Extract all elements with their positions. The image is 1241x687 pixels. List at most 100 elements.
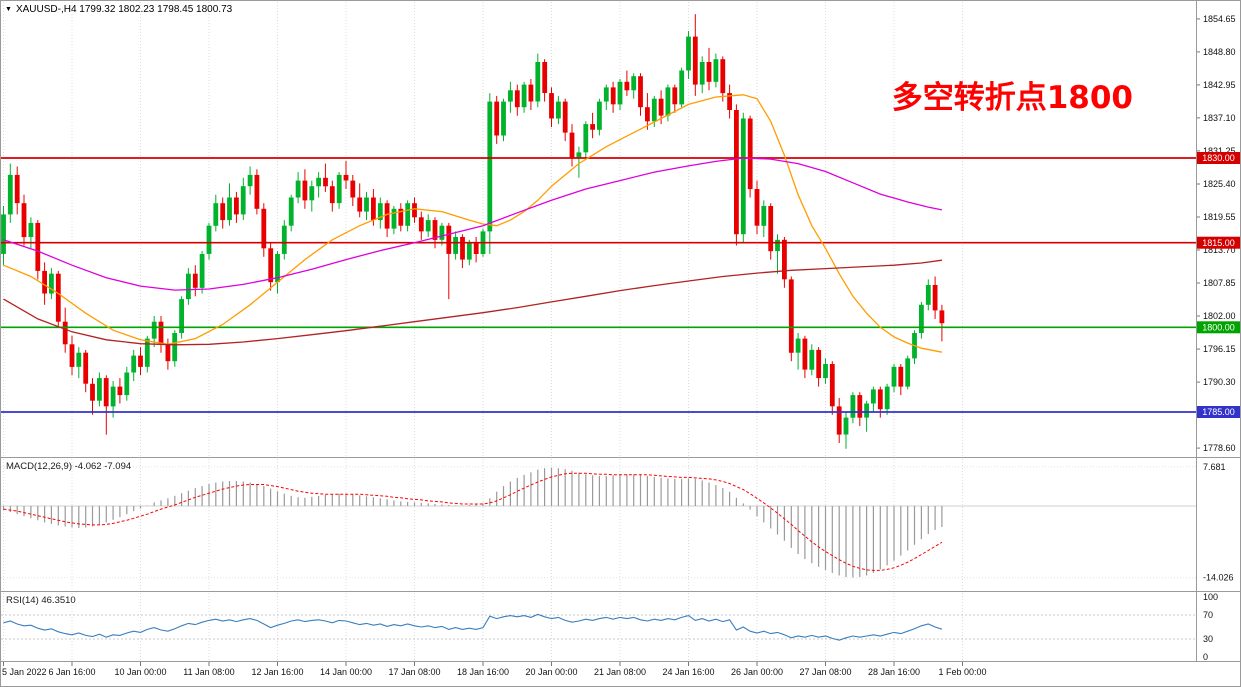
price-tick-label: 1807.85 [1203,278,1236,288]
ma-medium-magenta [3,157,943,291]
ohlc-text: XAUUSD-,H4 1799.32 1802.23 1798.45 1800.… [15,4,233,15]
symbol-dropdown-icon[interactable]: ▼ [5,6,12,13]
rsi-scale-label: 30 [1203,634,1213,644]
candle-body [69,344,75,367]
time-label: 20 Jan 00:00 [525,667,577,677]
time-label: 28 Jan 16:00 [868,667,920,677]
candle-body [90,383,95,401]
candle-body [761,206,767,226]
candle-body [734,110,739,235]
candle-body [857,395,863,418]
candle-body [466,242,472,260]
candle-body [62,321,68,345]
candle-body [158,321,164,345]
macd-indicator-label: MACD(12,26,9) -4.062 -7.094 [6,461,132,472]
candle-body [877,389,883,410]
price-tick-label: 1831.25 [1203,146,1236,156]
candle-body [439,225,445,240]
time-axis: 5 Jan 2022 6 Jan 16:00 10 Jan 00:00 11 Jan … [2,662,987,677]
candle-body [740,118,746,235]
candle-body [234,197,239,215]
candle-body [425,220,431,232]
candle-body [521,84,527,108]
rsi-scale-label: 70 [1203,610,1213,620]
candle-body [679,70,685,105]
time-label: 17 Jan 08:00 [388,667,440,677]
candle-body [884,386,890,410]
time-label: 11 Jan 08:00 [183,667,234,677]
candle-body [192,273,198,288]
candle-body [412,203,417,218]
candle-body [35,222,41,271]
price-tag[interactable] [1197,236,1240,249]
candle-body [871,389,876,404]
candle-body [329,186,335,204]
candle-body [460,237,465,260]
candle-body [829,364,835,407]
candle-body [651,98,657,122]
candle-body [336,174,342,204]
candle-body [809,349,815,370]
price-tick-label: 1825.40 [1203,179,1236,189]
candle-body [939,310,945,324]
candle-body [172,333,178,362]
candle-body [706,62,712,82]
candle-body [151,321,157,339]
candle-body [206,225,212,254]
annotation-text[interactable]: 多空转折点1800 [891,80,1133,116]
candle-body [323,177,328,187]
candle-body [569,132,575,158]
candle-body [21,203,27,238]
time-label: 6 Jan 16:00 [48,667,95,677]
candle-body [802,338,808,370]
candle-body [603,87,609,102]
candle-body [556,101,561,119]
candle-body [281,225,287,254]
price-tick-label: 1837.10 [1203,113,1236,123]
price-tag[interactable] [1197,406,1240,418]
candle-body [747,118,753,190]
candle-body [658,98,664,116]
price-tick-label: 1842.95 [1203,80,1236,90]
candle-body [14,174,20,204]
candle-body [775,239,780,252]
price-tag[interactable] [1197,152,1240,164]
candle-body [186,273,191,300]
candle-body [597,101,602,130]
rsi-scale-label: 0 [1203,652,1208,662]
candle-body [357,197,363,212]
candle-body [850,395,856,418]
candle-body [371,197,376,221]
candle-body [823,364,828,379]
candle-body [727,93,732,110]
time-label: 26 Jan 00:00 [731,667,783,677]
candle-body [501,101,506,136]
time-label: 24 Jan 16:00 [662,667,714,677]
candle-body [268,248,274,283]
candle-body [76,352,82,367]
price-tick-label: 1802.00 [1203,311,1236,321]
candle-body [1,214,6,254]
candle-body [7,174,13,215]
candle-body [418,217,424,232]
macd-scale-label: -14.026 [1203,573,1234,583]
candle-body [508,90,513,102]
candle-body [97,378,102,401]
candle-body [864,403,869,418]
candle-body [576,152,582,158]
candle-body [124,372,130,396]
candle-body [364,197,369,212]
candle-body [83,352,89,384]
price-tick-label: 1813.70 [1203,245,1236,255]
candle-body [686,36,691,71]
candle-body [131,355,137,373]
price-tag[interactable] [1197,321,1240,334]
candle-body [720,59,726,94]
candle-body [905,358,911,387]
candle-body [343,174,349,181]
time-label: 10 Jan 00:00 [114,667,166,677]
candle-body [891,366,897,387]
candle-body [138,355,143,367]
